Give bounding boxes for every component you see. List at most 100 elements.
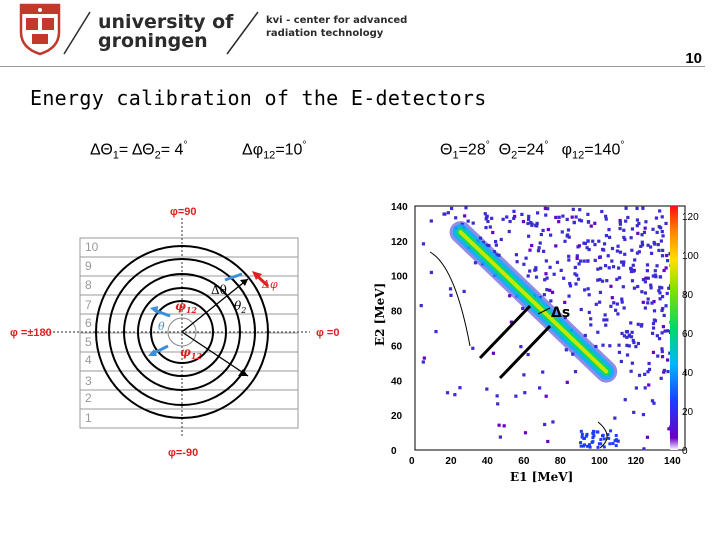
formula-deg: ° bbox=[620, 140, 625, 151]
count-cell bbox=[593, 258, 597, 263]
count-cell bbox=[575, 254, 579, 258]
elastic-band bbox=[449, 221, 619, 449]
count-cell bbox=[602, 445, 606, 449]
count-cell bbox=[667, 286, 671, 290]
count-cell bbox=[645, 269, 649, 273]
phi-right-label: φ =0 bbox=[316, 327, 339, 339]
kvi-name-line1: kvi - center for advanced bbox=[266, 15, 408, 26]
count-cell bbox=[642, 230, 647, 234]
count-cell bbox=[598, 300, 602, 304]
count-cell bbox=[658, 291, 662, 295]
count-cell bbox=[594, 302, 598, 306]
count-cell bbox=[526, 274, 530, 278]
count-cell bbox=[615, 249, 620, 253]
count-cell bbox=[454, 216, 458, 220]
count-cell bbox=[611, 441, 615, 445]
x-tick-label: 140 bbox=[664, 456, 681, 467]
arrowhead bbox=[238, 369, 248, 376]
strip-label: 9 bbox=[85, 259, 92, 273]
count-cell bbox=[660, 229, 664, 234]
count-cell bbox=[584, 434, 588, 438]
count-cell bbox=[592, 429, 596, 433]
count-cell bbox=[616, 439, 620, 443]
count-cell bbox=[586, 287, 590, 291]
colorbar bbox=[670, 206, 678, 450]
count-cell bbox=[574, 215, 578, 219]
strip-labels: 10 9 8 7 6 5 4 3 2 1 bbox=[85, 240, 99, 425]
count-cell bbox=[635, 218, 640, 222]
arrowhead bbox=[150, 306, 158, 314]
count-cell bbox=[583, 436, 587, 440]
formula-delta-phi: Δφ12=10° bbox=[242, 140, 306, 162]
count-cell bbox=[464, 206, 468, 210]
count-cell bbox=[649, 286, 653, 290]
y-tick-label: 0 bbox=[391, 446, 397, 457]
count-cell bbox=[622, 260, 626, 264]
count-cell bbox=[655, 334, 659, 338]
count-cell bbox=[587, 247, 591, 252]
count-cell bbox=[462, 289, 466, 294]
count-cell bbox=[650, 399, 655, 403]
count-cell bbox=[554, 215, 558, 219]
x-tick-label: 0 bbox=[409, 456, 415, 467]
count-cell bbox=[607, 235, 612, 239]
count-cell bbox=[473, 261, 478, 265]
count-cell bbox=[429, 270, 433, 275]
count-cell bbox=[629, 335, 634, 339]
formula-text: Θ bbox=[498, 141, 512, 159]
count-cell bbox=[567, 258, 571, 262]
count-cell bbox=[646, 243, 650, 247]
count-cell bbox=[630, 227, 635, 231]
count-cell bbox=[608, 442, 612, 446]
count-cell bbox=[666, 259, 670, 263]
count-cell bbox=[650, 301, 654, 305]
count-cell bbox=[593, 221, 597, 225]
count-cell bbox=[598, 255, 603, 259]
count-cell bbox=[665, 291, 669, 296]
count-cell bbox=[606, 433, 610, 437]
y-tick-label: 140 bbox=[391, 202, 408, 213]
count-cell bbox=[508, 294, 512, 298]
count-cell bbox=[641, 300, 645, 304]
count-cell bbox=[601, 434, 605, 438]
count-cell bbox=[619, 260, 624, 264]
count-cell bbox=[633, 258, 637, 262]
count-cell bbox=[591, 239, 595, 243]
count-cell bbox=[610, 296, 614, 300]
count-cell bbox=[650, 331, 655, 335]
count-cell bbox=[560, 230, 564, 234]
count-cell bbox=[522, 262, 526, 266]
count-cell bbox=[613, 416, 617, 420]
count-cell bbox=[659, 376, 663, 380]
count-cell bbox=[625, 335, 629, 339]
phi-top-label: φ=90 bbox=[170, 206, 197, 218]
kvi-name-line2: radiation technology bbox=[266, 28, 384, 39]
count-cell bbox=[643, 280, 648, 284]
count-cell bbox=[629, 236, 633, 240]
count-cell bbox=[615, 438, 619, 442]
count-cell bbox=[616, 266, 621, 270]
count-cell bbox=[586, 239, 590, 243]
count-cell bbox=[620, 297, 624, 301]
count-cell bbox=[502, 424, 506, 428]
count-cell bbox=[667, 427, 671, 431]
x-tick-label: 20 bbox=[445, 456, 457, 467]
y-tick-label: 80 bbox=[391, 307, 403, 318]
x-tick-label: 120 bbox=[628, 456, 645, 467]
count-cell bbox=[520, 212, 524, 217]
count-cell bbox=[641, 206, 645, 210]
count-cell bbox=[616, 244, 620, 248]
university-shield-logo bbox=[19, 3, 61, 56]
slide-title: Energy calibration of the E-detectors bbox=[30, 86, 487, 110]
count-cell bbox=[652, 401, 656, 405]
count-cell bbox=[535, 221, 539, 226]
count-cell bbox=[522, 373, 526, 377]
count-cell bbox=[600, 209, 604, 214]
theta-symbol: θ bbox=[234, 299, 242, 313]
count-cell bbox=[649, 283, 653, 287]
count-cell bbox=[551, 420, 555, 424]
count-cell bbox=[625, 329, 629, 334]
count-cell bbox=[631, 269, 636, 273]
count-cell bbox=[643, 291, 648, 295]
count-cell bbox=[645, 263, 650, 267]
